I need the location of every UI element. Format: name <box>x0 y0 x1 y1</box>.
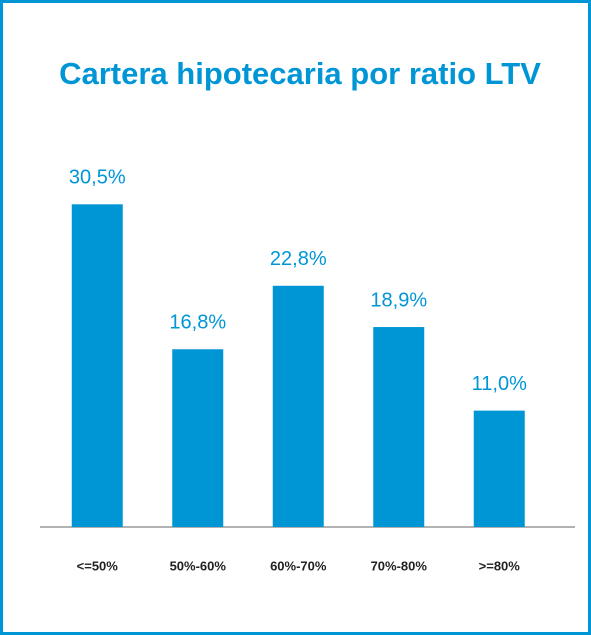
value-label: 30,5% <box>69 167 126 189</box>
value-label: 18,9% <box>370 289 427 311</box>
x-tick-label: >=80% <box>479 558 521 573</box>
bar <box>71 204 123 527</box>
bar <box>172 349 224 527</box>
x-tick-label: 60%-70% <box>270 558 327 573</box>
value-label: 16,8% <box>169 312 226 334</box>
x-tick-label: 50%-60% <box>170 558 227 573</box>
bar <box>272 285 324 527</box>
bar <box>473 410 525 527</box>
chart-title: Cartera hipotecaria por ratio LTV <box>59 56 541 91</box>
bar <box>373 327 425 527</box>
x-tick-label: 70%-80% <box>371 558 428 573</box>
x-tick-label: <=50% <box>77 558 119 573</box>
value-label: 22,8% <box>270 248 327 270</box>
value-label: 11,0% <box>472 373 527 395</box>
